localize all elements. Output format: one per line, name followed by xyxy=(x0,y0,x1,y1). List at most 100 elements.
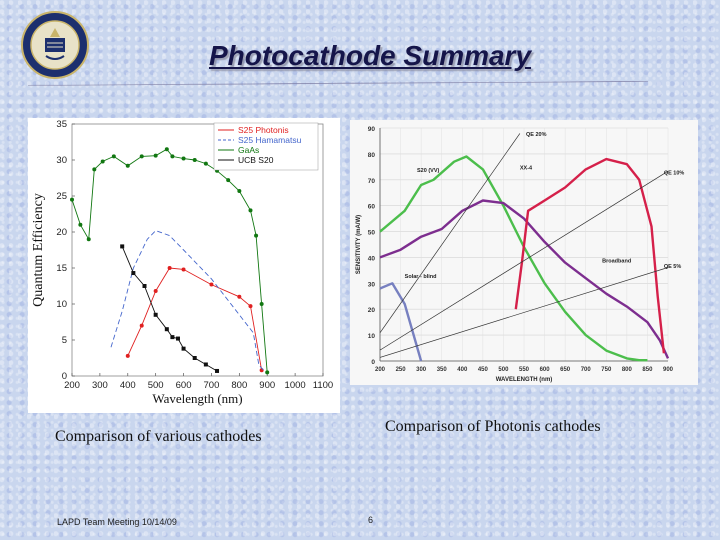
footer-text: LAPD Team Meeting 10/14/09 xyxy=(57,517,177,527)
data-point-gaas xyxy=(78,222,83,227)
data-point-gaas xyxy=(254,233,259,238)
data-point-gaas xyxy=(86,237,91,242)
data-point-s25-photonis xyxy=(139,323,144,328)
legend-label-s25-photonis: S25 Photonis xyxy=(238,125,289,135)
data-point-gaas xyxy=(125,163,130,168)
data-point-ucb-s20 xyxy=(215,368,220,373)
series-line-xx-4 xyxy=(514,157,666,354)
x-tick-label: 600 xyxy=(176,380,192,391)
series-line-qe-10 xyxy=(379,170,669,351)
data-point-gaas xyxy=(100,159,105,164)
y-axis-label: Quantum Efficiency xyxy=(31,193,46,307)
legend-box xyxy=(213,122,319,171)
series-line-s25-photonis xyxy=(127,267,263,371)
series-line-gaas xyxy=(71,148,268,373)
qe-comparison-plot: 200 300 400 500 600 700 800 900 1000 1100 0 5 10 15 20… xyxy=(31,119,333,406)
x-tick-label: 300 xyxy=(92,380,108,391)
x-tick-label: 800 xyxy=(622,367,633,373)
legend-label-s25-hamamatsu: S25 Hamamatsu xyxy=(238,135,302,145)
annotation-qe-5: QE 5% xyxy=(664,264,682,270)
photonis-sensitivity-plot: 0 10 20 30 40 50 60 70 80 90 200 250 300 350 400 450 500… xyxy=(356,126,685,383)
data-point-ucb-s20 xyxy=(203,362,208,367)
annotation-xx-4: XX-4 xyxy=(520,165,533,171)
data-point-ucb-s20 xyxy=(175,336,180,341)
y-tick-label: 5 xyxy=(62,335,67,346)
annotation-qe-20: QE 20% xyxy=(526,132,547,138)
y-tick-label: 0 xyxy=(371,359,375,366)
data-point-gaas xyxy=(226,178,231,183)
data-point-ucb-s20 xyxy=(192,356,197,360)
data-point-gaas xyxy=(164,147,169,152)
x-tick-label: 850 xyxy=(642,367,653,373)
series-line-s25-hamamatsu xyxy=(110,230,268,375)
data-point-gaas xyxy=(92,167,97,172)
x-tick-label: 900 xyxy=(663,367,674,373)
data-point-s25-photonis xyxy=(125,353,130,358)
title-underline-rule xyxy=(28,81,648,86)
data-point-ucb-s20 xyxy=(131,271,136,276)
data-point-gaas xyxy=(153,153,158,158)
x-tick-label: 250 xyxy=(396,367,407,373)
y-tick-label: 40 xyxy=(368,255,376,262)
x-tick-label: 1100 xyxy=(313,380,333,391)
x-tick-label: 550 xyxy=(519,367,530,373)
y-tick-label: 35 xyxy=(56,119,67,130)
data-point-gaas xyxy=(70,197,74,202)
series-line-s20-vv xyxy=(379,155,648,362)
legend-label-ucb-s20: UCB S20 xyxy=(238,155,274,165)
data-point-gaas xyxy=(265,370,270,375)
data-point-gaas xyxy=(259,302,264,306)
annotation-qe-10: QE 10% xyxy=(664,171,685,177)
data-point-gaas xyxy=(170,154,175,159)
photonis-sensitivity-chart: 0 10 20 30 40 50 60 70 80 90 200 250 300 350 400 450 500… xyxy=(350,120,698,385)
data-point-gaas xyxy=(111,154,116,159)
x-axis-label: WAVELENGTH (nm) xyxy=(496,377,553,383)
data-point-ucb-s20 xyxy=(164,327,169,332)
y-tick-label: 10 xyxy=(56,299,67,310)
y-tick-label: 10 xyxy=(368,333,376,340)
data-point-gaas xyxy=(203,161,208,166)
series-line-qe-5 xyxy=(379,267,669,358)
x-tick-label: 300 xyxy=(416,367,427,373)
data-point-ucb-s20 xyxy=(142,284,147,288)
annotation-solar-blind: Solar - blind xyxy=(405,274,437,280)
series-line-ucb-s20 xyxy=(121,246,218,372)
x-tick-label: 500 xyxy=(148,380,164,391)
x-tick-label: 350 xyxy=(437,367,448,373)
data-point-ucb-s20 xyxy=(120,244,125,249)
qe-comparison-chart: 200 300 400 500 600 700 800 900 1000 1100 0 5 10 15 20… xyxy=(28,118,340,413)
data-point-gaas xyxy=(181,156,186,161)
data-point-gaas xyxy=(248,208,253,213)
data-point-s25-photonis xyxy=(209,282,214,287)
y-tick-label: 60 xyxy=(368,204,376,211)
data-point-ucb-s20 xyxy=(153,312,158,317)
y-tick-label: 25 xyxy=(56,191,67,202)
x-tick-label: 900 xyxy=(259,380,275,391)
x-tick-label: 800 xyxy=(231,380,247,391)
caption-right: Comparison of Photonis cathodes xyxy=(385,418,601,435)
y-tick-label: 70 xyxy=(368,178,376,185)
series-line-qe-20 xyxy=(379,133,521,334)
x-tick-label: 650 xyxy=(560,367,571,373)
data-point-ucb-s20 xyxy=(170,335,175,340)
x-tick-label: 450 xyxy=(478,367,489,373)
university-seal-logo xyxy=(21,11,89,79)
y-tick-label: 20 xyxy=(56,227,67,238)
x-tick-label: 200 xyxy=(64,380,80,391)
x-tick-label: 750 xyxy=(601,367,612,373)
x-tick-label: 200 xyxy=(375,367,386,373)
y-tick-label: 30 xyxy=(56,155,67,166)
data-point-s25-photonis xyxy=(167,266,172,270)
y-tick-label: 80 xyxy=(368,152,376,159)
legend-label-gaas: GaAs xyxy=(238,145,259,155)
y-tick-label: 50 xyxy=(368,230,376,237)
data-point-s25-photonis xyxy=(153,289,158,294)
x-tick-label: 1000 xyxy=(285,380,306,391)
y-tick-label: 30 xyxy=(368,281,376,288)
data-point-gaas xyxy=(192,158,197,162)
data-point-s25-photonis xyxy=(248,304,253,309)
annotation-s20-vv: S20 (VV) xyxy=(417,168,439,174)
data-point-s25-photonis xyxy=(181,267,186,272)
slide-title: Photocathode Summary xyxy=(208,40,532,71)
x-tick-label: 400 xyxy=(457,367,468,373)
